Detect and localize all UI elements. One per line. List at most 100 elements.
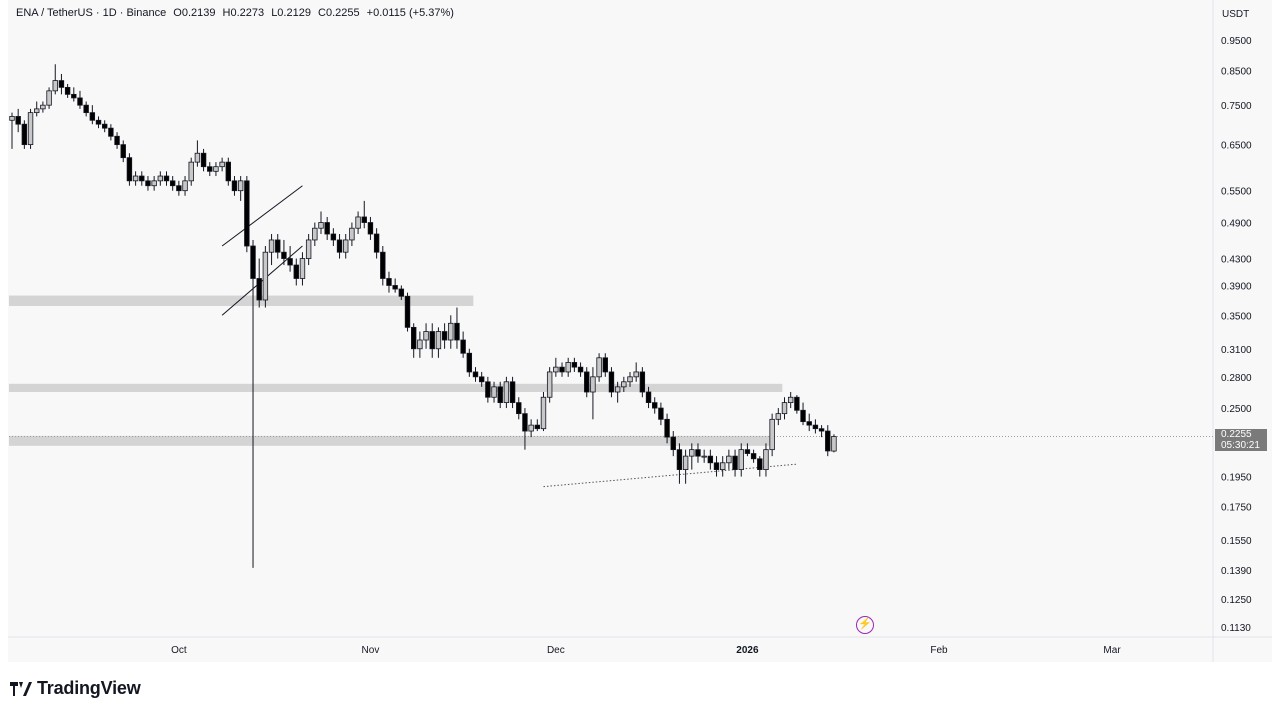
candle-down bbox=[21, 123, 28, 146]
candle-up bbox=[157, 175, 164, 182]
candle-down bbox=[281, 251, 287, 259]
candle-down bbox=[713, 462, 720, 470]
y-tick-label: 0.2800 bbox=[1221, 373, 1252, 384]
candle-down bbox=[812, 424, 819, 430]
candle-up bbox=[726, 455, 732, 464]
x-tick-label: Oct bbox=[171, 645, 187, 656]
x-tick-label: 2026 bbox=[736, 645, 759, 656]
candle-up bbox=[417, 339, 423, 350]
brand-name: TradingView bbox=[37, 678, 141, 698]
y-tick-label: 0.9500 bbox=[1221, 36, 1252, 47]
candle-down bbox=[800, 409, 806, 423]
candle-down bbox=[89, 112, 96, 121]
channel-lower-line bbox=[221, 245, 303, 316]
candle-down bbox=[176, 185, 182, 192]
candle-up bbox=[528, 424, 534, 432]
candle-down bbox=[250, 245, 256, 279]
candle-up bbox=[237, 180, 244, 192]
candle-down bbox=[571, 362, 578, 368]
candle-down bbox=[139, 175, 145, 182]
candle-down bbox=[244, 180, 250, 247]
candle-down bbox=[744, 449, 751, 454]
candle-down bbox=[695, 449, 701, 457]
y-tick-label: 0.1130 bbox=[1221, 623, 1251, 634]
countdown-value: 05:30:21 bbox=[1221, 439, 1260, 451]
candle-up bbox=[553, 366, 559, 373]
candle-down bbox=[559, 366, 565, 373]
symbol-label[interactable]: ENA / TetherUS · 1D · Binance bbox=[16, 7, 167, 19]
change-value: +0.0115 (+5.37%) bbox=[366, 7, 454, 19]
candle-up bbox=[831, 436, 837, 452]
candle-down bbox=[336, 239, 343, 253]
y-tick-label: 0.8500 bbox=[1221, 67, 1252, 78]
candle-down bbox=[200, 152, 207, 168]
candle-down bbox=[658, 407, 664, 420]
candle-up bbox=[182, 180, 188, 192]
candle-up bbox=[343, 239, 349, 253]
y-tick-label: 0.3100 bbox=[1221, 345, 1252, 356]
open-value: O0.2139 bbox=[173, 7, 216, 19]
candle-up bbox=[701, 455, 707, 458]
candle-down bbox=[645, 391, 652, 404]
y-tick-label: 0.4300 bbox=[1221, 255, 1252, 266]
candle-down bbox=[77, 97, 83, 106]
candle-down bbox=[584, 371, 590, 393]
candle-up bbox=[151, 180, 157, 187]
candle-down bbox=[429, 331, 435, 350]
candle-up bbox=[448, 322, 454, 341]
candle-up bbox=[738, 449, 744, 470]
y-tick-label: 0.1750 bbox=[1221, 502, 1252, 513]
candle-down bbox=[373, 233, 380, 253]
candle-up bbox=[565, 362, 571, 373]
candle-up bbox=[9, 116, 15, 121]
candle-down bbox=[460, 339, 466, 354]
y-tick-label: 0.5500 bbox=[1221, 187, 1252, 198]
chart-area[interactable] bbox=[8, 0, 1272, 662]
candle-up bbox=[621, 381, 627, 388]
candle-down bbox=[806, 421, 812, 426]
candle-down bbox=[732, 455, 738, 470]
candle-up bbox=[781, 402, 788, 415]
candle-down bbox=[602, 357, 608, 373]
candle-down bbox=[15, 116, 21, 125]
candle-down bbox=[516, 402, 522, 415]
candle-down bbox=[256, 278, 262, 301]
close-value: C0.2255 bbox=[318, 7, 360, 19]
candle-down bbox=[676, 449, 683, 470]
price-unit-label[interactable]: USDT bbox=[1222, 9, 1250, 20]
candle-down bbox=[367, 222, 374, 235]
tradingview-logo[interactable]: TradingView bbox=[10, 678, 141, 699]
candle-down bbox=[330, 233, 337, 241]
candle-down bbox=[145, 180, 151, 187]
candle-down bbox=[83, 104, 89, 114]
candle-up bbox=[503, 381, 510, 404]
x-tick-label: Feb bbox=[930, 645, 948, 656]
candle-down bbox=[825, 430, 831, 452]
candle-down bbox=[794, 396, 800, 411]
lightning-alert-icon[interactable]: ⚡ bbox=[856, 616, 874, 634]
candle-up bbox=[355, 216, 361, 229]
zone-2 bbox=[9, 435, 770, 446]
candle-down bbox=[707, 455, 714, 464]
candle-up bbox=[40, 104, 46, 110]
x-tick-label: Dec bbox=[547, 645, 565, 656]
candle-down bbox=[324, 222, 330, 235]
y-tick-label: 0.1550 bbox=[1221, 536, 1252, 547]
candle-up bbox=[188, 161, 194, 182]
candle-down bbox=[102, 123, 108, 129]
y-tick-label: 0.1950 bbox=[1221, 473, 1252, 484]
channel-upper-line bbox=[221, 185, 303, 247]
candle-up bbox=[349, 227, 355, 241]
candle-down bbox=[472, 371, 479, 378]
candle-down bbox=[466, 352, 473, 373]
candle-down bbox=[608, 371, 615, 393]
candle-up bbox=[268, 239, 275, 253]
candle-up bbox=[194, 152, 201, 163]
last-price-value: 0.2255 bbox=[1221, 428, 1252, 440]
candle-up bbox=[590, 376, 596, 393]
candle-up bbox=[262, 251, 269, 301]
candle-up bbox=[27, 112, 34, 146]
candle-down bbox=[108, 127, 114, 137]
candle-down bbox=[534, 424, 540, 430]
